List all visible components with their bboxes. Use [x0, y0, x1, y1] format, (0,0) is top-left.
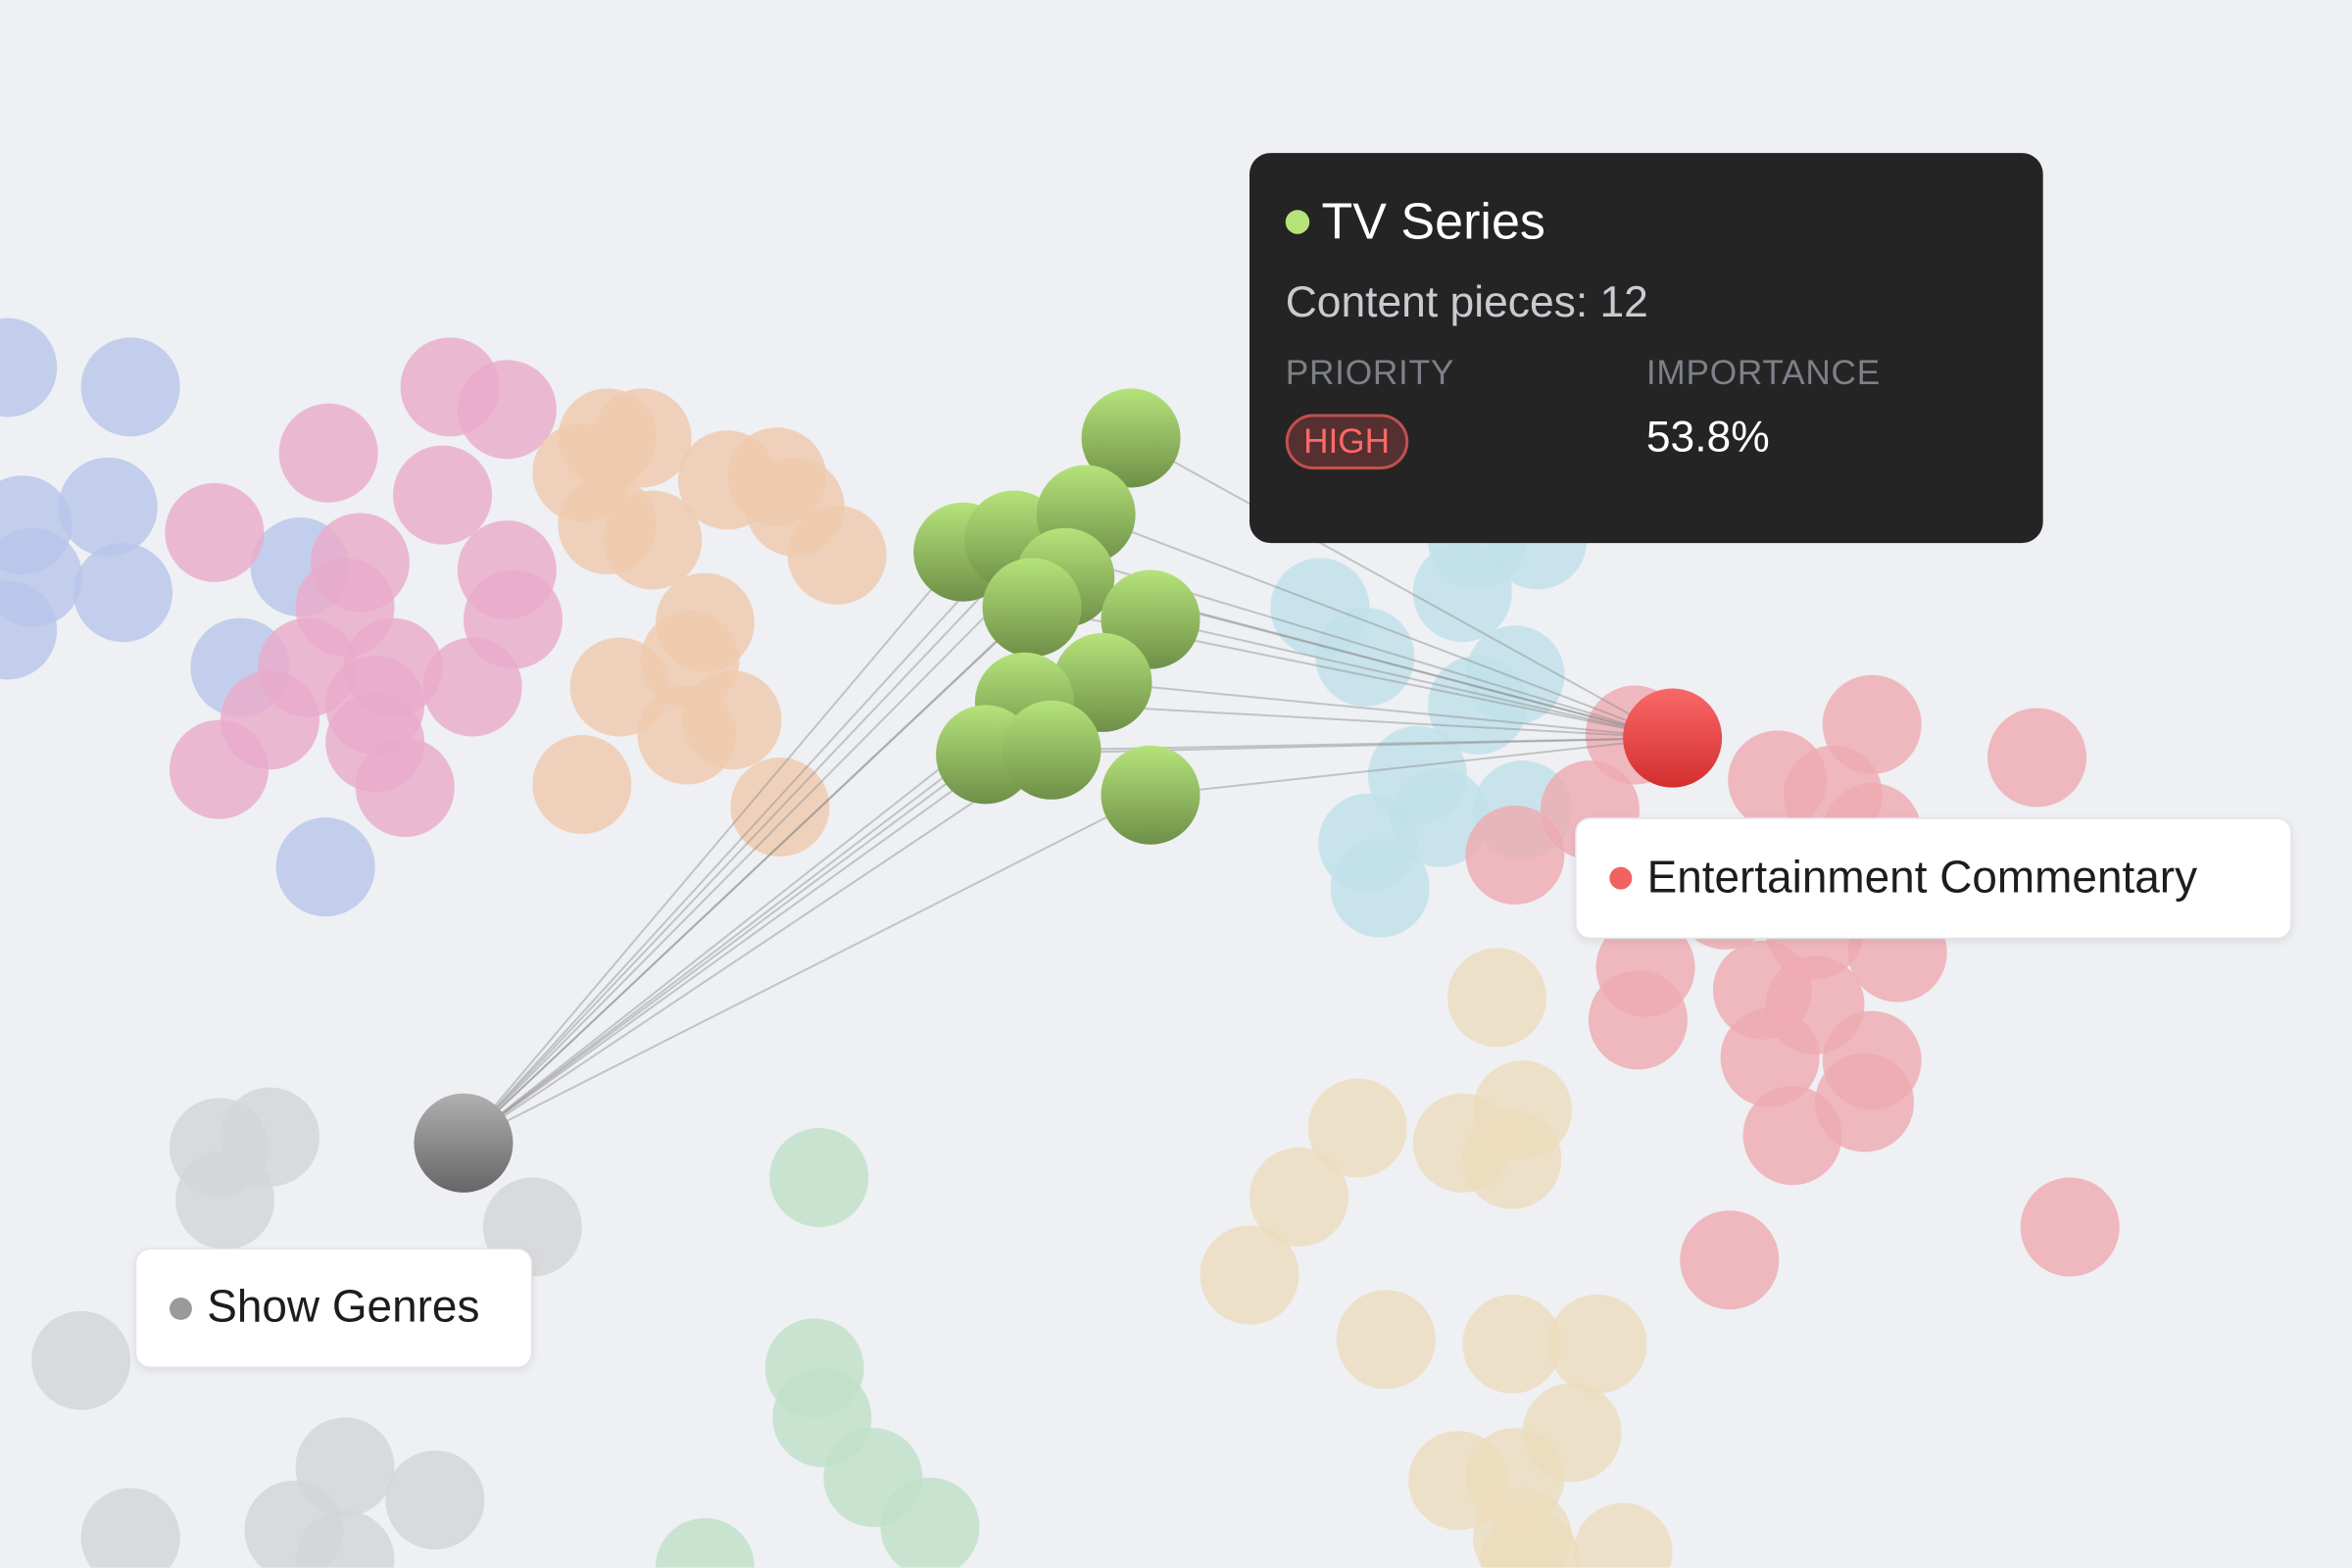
node-red[interactable]: [1588, 970, 1688, 1070]
node-peach[interactable]: [682, 670, 782, 770]
node-pink[interactable]: [278, 403, 378, 503]
edge-source-hub: [463, 794, 1152, 1145]
node-red[interactable]: [1680, 1210, 1780, 1310]
node-gray[interactable]: [385, 1450, 485, 1550]
edge-source-hub: [463, 514, 1087, 1145]
node-beige[interactable]: [1200, 1225, 1299, 1325]
category-dot-icon: [1285, 210, 1310, 234]
node-tv-series[interactable]: [1081, 388, 1181, 488]
node-tooltip: TV Series Content pieces: 12 PRIORITY HI…: [1249, 153, 2043, 544]
node-beige[interactable]: [1573, 1502, 1673, 1568]
category-dot-icon: [1609, 866, 1633, 890]
edge-source-hub: [463, 576, 1066, 1145]
node-tv-series[interactable]: [982, 558, 1082, 658]
importance-value: 53.8%: [1645, 414, 1770, 463]
node-beige[interactable]: [1336, 1290, 1436, 1390]
node-label-entertainment-commentary[interactable]: Entertainment Commentary: [1575, 817, 2292, 940]
node-entertainment-commentary[interactable]: [1623, 688, 1723, 788]
importance-label: IMPORTANCE: [1645, 352, 1881, 392]
node-peach[interactable]: [730, 757, 830, 857]
tooltip-title-text: TV Series: [1321, 193, 1545, 251]
node-lightblue[interactable]: [1428, 655, 1528, 755]
node-gray[interactable]: [31, 1310, 131, 1410]
node-peach[interactable]: [787, 505, 887, 605]
node-peach[interactable]: [592, 388, 692, 488]
node-beige[interactable]: [1547, 1294, 1647, 1394]
node-label-show-genres[interactable]: Show Genres: [134, 1248, 533, 1368]
category-dot-icon: [169, 1297, 192, 1320]
node-tv-series[interactable]: [1002, 700, 1102, 800]
node-beige[interactable]: [1249, 1147, 1349, 1247]
edge-hub-target: [1013, 539, 1673, 740]
node-pink[interactable]: [325, 693, 425, 793]
node-beige[interactable]: [1462, 1294, 1562, 1394]
edge-hub-target: [1150, 618, 1673, 740]
edge-source-hub: [463, 551, 964, 1144]
edge-hub-target: [1130, 437, 1674, 739]
edge-source-hub: [463, 701, 1026, 1145]
node-show-genres[interactable]: [414, 1093, 514, 1193]
node-beige[interactable]: [1480, 1510, 1580, 1568]
node-lightblue[interactable]: [1330, 838, 1430, 938]
node-beige[interactable]: [1307, 1078, 1407, 1178]
node-mint[interactable]: [655, 1517, 755, 1568]
content-count: Content pieces: 12: [1285, 278, 1648, 327]
node-blue[interactable]: [73, 543, 173, 643]
node-blue[interactable]: [275, 817, 375, 917]
node-gray[interactable]: [80, 1488, 180, 1568]
node-mint[interactable]: [880, 1477, 980, 1568]
node-red[interactable]: [1822, 674, 1922, 774]
node-lightblue[interactable]: [1315, 607, 1415, 707]
edge-source-hub: [463, 607, 1033, 1145]
node-red[interactable]: [1742, 1086, 1842, 1186]
node-red[interactable]: [2020, 1177, 2120, 1277]
node-label-text: Entertainment Commentary: [1646, 853, 2198, 903]
node-blue[interactable]: [0, 580, 58, 680]
node-beige[interactable]: [1447, 948, 1547, 1048]
node-pink[interactable]: [422, 637, 522, 737]
node-pink[interactable]: [169, 719, 269, 819]
edge-hub-target: [1085, 514, 1673, 739]
tooltip-title: TV Series: [1285, 192, 2007, 252]
node-blue[interactable]: [58, 457, 158, 557]
node-red[interactable]: [1987, 708, 2087, 808]
node-label-text: Show Genres: [207, 1282, 480, 1333]
node-mint[interactable]: [769, 1128, 869, 1228]
node-gray[interactable]: [295, 1510, 395, 1568]
node-red[interactable]: [1720, 1007, 1820, 1107]
node-pink[interactable]: [165, 482, 265, 582]
node-peach[interactable]: [603, 490, 703, 590]
node-tv-series[interactable]: [1053, 632, 1152, 732]
node-pink[interactable]: [393, 445, 493, 545]
edge-source-hub: [463, 539, 1015, 1144]
node-blue[interactable]: [80, 337, 180, 437]
node-pink[interactable]: [457, 360, 557, 460]
node-blue[interactable]: [0, 318, 58, 417]
node-beige[interactable]: [1462, 1109, 1562, 1209]
edge-hub-target: [1150, 737, 1673, 797]
node-gray[interactable]: [175, 1150, 275, 1250]
edge-hub-target: [1102, 681, 1673, 740]
node-peach[interactable]: [532, 734, 632, 835]
node-tv-series[interactable]: [1101, 745, 1200, 845]
edge-source-hub: [463, 754, 987, 1145]
node-red[interactable]: [1465, 805, 1565, 905]
edge-source-hub: [463, 749, 1053, 1145]
priority-label: PRIORITY: [1285, 352, 1455, 392]
priority-badge: HIGH: [1285, 414, 1408, 470]
